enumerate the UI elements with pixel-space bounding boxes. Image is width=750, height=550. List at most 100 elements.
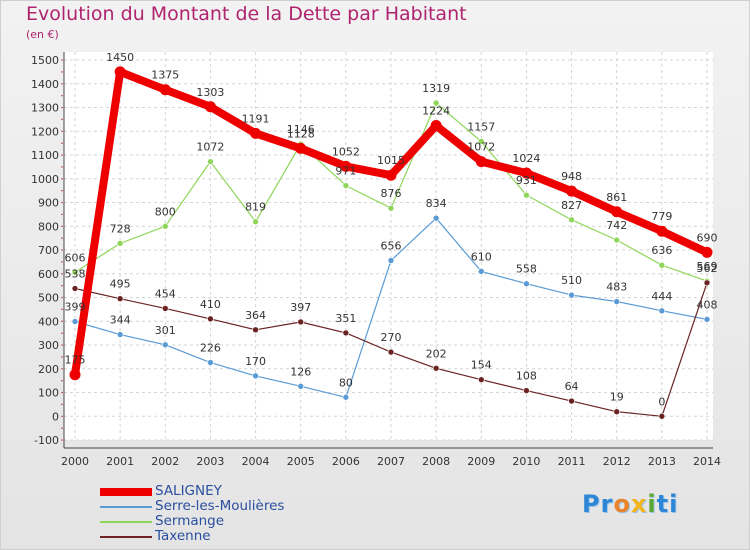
data-point bbox=[477, 376, 485, 383]
y-axis-minor-tick bbox=[61, 225, 63, 228]
data-point bbox=[611, 206, 623, 218]
x-tick-label: 2007 bbox=[377, 455, 405, 468]
data-label: 444 bbox=[651, 290, 672, 303]
x-tick-label: 2014 bbox=[693, 455, 721, 468]
y-axis-minor-tick bbox=[61, 249, 63, 251]
data-point bbox=[568, 397, 575, 405]
y-axis-minor-tick bbox=[61, 94, 63, 97]
y-axis-minor-tick bbox=[61, 189, 63, 192]
y-tick-label: 200 bbox=[38, 363, 59, 376]
y-axis-minor-tick bbox=[61, 308, 63, 311]
data-point bbox=[523, 387, 530, 394]
legend-item: SALIGNEY bbox=[100, 483, 360, 499]
data-label: 1072 bbox=[196, 141, 224, 154]
data-point bbox=[568, 216, 575, 224]
data-point bbox=[658, 307, 666, 315]
data-point bbox=[204, 101, 216, 113]
data-label: 1146 bbox=[287, 123, 315, 136]
data-label: 819 bbox=[245, 201, 266, 214]
data-point bbox=[520, 167, 532, 179]
data-point bbox=[161, 341, 169, 349]
data-point bbox=[252, 372, 259, 380]
y-axis-minor-tick bbox=[61, 344, 63, 346]
x-tick-label: 2000 bbox=[61, 455, 89, 468]
y-axis-minor-tick bbox=[61, 427, 63, 429]
data-point bbox=[161, 222, 169, 230]
y-axis-minor-tick bbox=[61, 82, 63, 85]
data-label: 301 bbox=[155, 324, 176, 337]
data-label: 1052 bbox=[332, 145, 360, 158]
data-label: 538 bbox=[65, 267, 86, 280]
data-label: 226 bbox=[200, 342, 221, 355]
data-point bbox=[703, 316, 711, 323]
x-tick-label: 2012 bbox=[603, 455, 631, 468]
x-tick-label: 2003 bbox=[196, 455, 224, 468]
data-point bbox=[207, 158, 214, 165]
data-label: 1224 bbox=[422, 105, 450, 118]
y-axis-minor-tick bbox=[61, 284, 63, 287]
data-point bbox=[71, 318, 79, 325]
data-point bbox=[385, 169, 397, 181]
data-label: 399 bbox=[65, 300, 86, 313]
y-axis-minor-tick bbox=[61, 356, 63, 358]
data-label: 742 bbox=[606, 219, 627, 232]
y-axis-minor-tick bbox=[61, 272, 63, 275]
data-label: 454 bbox=[155, 287, 176, 300]
data-label: 876 bbox=[381, 187, 402, 200]
data-label: 364 bbox=[245, 309, 266, 322]
y-axis-minor-tick bbox=[61, 154, 63, 156]
data-point bbox=[342, 329, 350, 337]
y-axis-minor-tick bbox=[61, 320, 63, 323]
x-tick-label: 2001 bbox=[106, 455, 134, 468]
data-label: 1024 bbox=[512, 152, 540, 165]
data-label: 483 bbox=[606, 281, 627, 294]
data-label: 1191 bbox=[242, 112, 270, 125]
y-axis-minor-tick bbox=[61, 130, 63, 133]
logo-part: ti bbox=[656, 490, 679, 518]
logo-part: i bbox=[647, 490, 657, 518]
data-label: 834 bbox=[426, 197, 447, 210]
x-tick-label: 2008 bbox=[422, 455, 450, 468]
y-axis-minor-tick bbox=[61, 403, 63, 406]
data-label: 64 bbox=[565, 380, 579, 393]
data-point bbox=[432, 364, 440, 372]
data-label: 510 bbox=[561, 274, 582, 287]
x-tick-label: 2004 bbox=[242, 455, 270, 468]
data-point bbox=[69, 369, 81, 381]
data-point bbox=[656, 225, 668, 237]
data-point bbox=[342, 393, 350, 401]
data-point bbox=[703, 279, 711, 287]
y-axis-minor-tick bbox=[61, 415, 63, 418]
y-tick-label: -100 bbox=[34, 434, 59, 447]
data-label: 656 bbox=[381, 239, 402, 252]
data-label: 351 bbox=[335, 312, 356, 325]
y-tick-label: 1400 bbox=[31, 78, 59, 91]
data-point bbox=[568, 291, 575, 299]
x-tick-label: 2009 bbox=[467, 455, 495, 468]
data-point bbox=[207, 315, 214, 323]
y-axis-minor-tick bbox=[61, 391, 63, 394]
legend-swatch bbox=[100, 506, 152, 508]
y-axis-minor-tick bbox=[61, 71, 63, 73]
data-point bbox=[295, 142, 307, 154]
data-point bbox=[116, 331, 124, 338]
data-point bbox=[116, 240, 124, 247]
logo-part: Pr bbox=[582, 490, 614, 518]
y-tick-label: 1500 bbox=[31, 54, 59, 67]
data-point bbox=[658, 261, 666, 269]
data-label: 1450 bbox=[106, 51, 134, 64]
data-label: 108 bbox=[516, 370, 537, 383]
data-point bbox=[387, 204, 395, 212]
data-point bbox=[475, 156, 487, 168]
legend-swatch bbox=[100, 536, 152, 538]
data-point bbox=[297, 318, 305, 326]
y-axis-unit-label: (en €) bbox=[26, 28, 59, 41]
data-label: 19 bbox=[610, 391, 624, 404]
y-tick-label: 1300 bbox=[31, 102, 59, 115]
y-tick-label: 600 bbox=[38, 268, 59, 281]
data-label: 0 bbox=[658, 395, 665, 408]
y-axis-minor-tick bbox=[61, 201, 63, 204]
chart-title: Evolution du Montant de la Dette par Hab… bbox=[26, 3, 467, 25]
data-point bbox=[613, 298, 621, 305]
